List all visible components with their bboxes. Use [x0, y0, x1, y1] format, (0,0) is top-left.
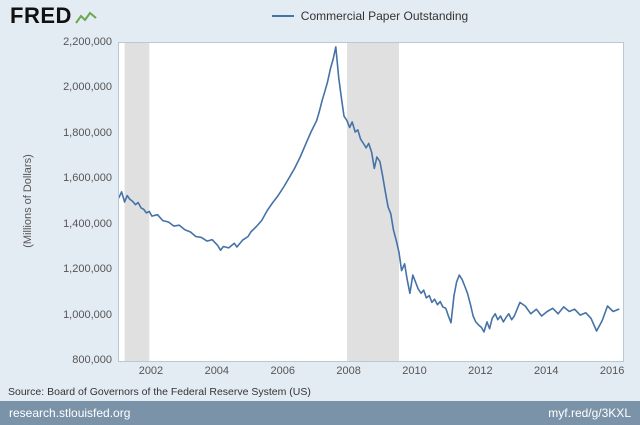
x-tick-label: 2016 [599, 365, 625, 377]
x-tick-label: 2014 [533, 365, 559, 377]
x-tick-label: 2008 [336, 365, 361, 377]
legend: Commercial Paper Outstanding [118, 9, 622, 23]
x-tick-label: 2006 [270, 365, 295, 377]
chart-svg [119, 43, 620, 361]
short-url-link[interactable]: myf.red/g/3KXL [548, 406, 631, 420]
x-tick-label: 2004 [204, 365, 230, 377]
fred-logo-text: FRED [10, 3, 72, 28]
y-tick-label: 2,200,000 [63, 36, 112, 48]
source-note: Source: Board of Governors of the Federa… [8, 386, 311, 398]
y-tick-label: 800,000 [72, 354, 112, 366]
data-line [119, 46, 620, 333]
stlouisfed-link[interactable]: research.stlouisfed.org [9, 406, 131, 420]
legend-line-swatch [271, 15, 294, 17]
recession-band [124, 43, 150, 361]
recession-band [347, 43, 399, 361]
y-tick-label: 1,400,000 [63, 217, 112, 230]
y-tick-label: 2,000,000 [63, 81, 112, 94]
footer-bar: research.stlouisfed.org myf.red/g/3KXL [0, 401, 640, 425]
x-tick-label: 2010 [402, 365, 427, 377]
fred-logo-graph-icon [75, 11, 97, 24]
plot-area[interactable] [118, 42, 624, 362]
y-tick-label: 1,000,000 [63, 308, 112, 321]
y-tick-label: 1,200,000 [63, 263, 112, 276]
y-tick-label: 1,600,000 [63, 172, 112, 185]
legend-label: Commercial Paper Outstanding [300, 9, 469, 23]
x-tick-label: 2002 [138, 365, 164, 377]
x-tick-label: 2012 [468, 365, 493, 377]
fred-logo[interactable]: FRED [10, 5, 97, 27]
y-axis-title: (Millions of Dollars) [22, 154, 34, 248]
y-tick-label: 1,800,000 [63, 126, 112, 139]
